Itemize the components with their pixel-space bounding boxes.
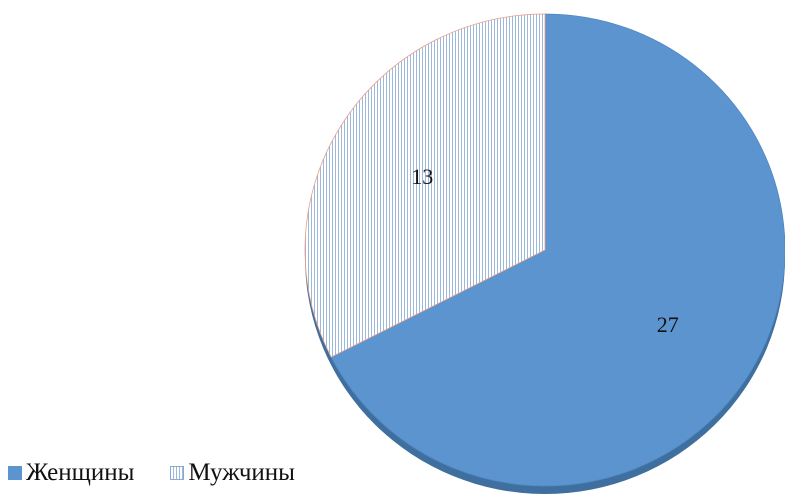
pie-slice-men (304, 13, 546, 358)
legend-swatch-men (170, 466, 185, 480)
legend-label-men: Мужчины (188, 459, 295, 486)
pie-data-label-women: 27 (657, 312, 679, 337)
pie-data-labels: 27 13 (411, 164, 679, 337)
legend-swatch-women (8, 466, 22, 480)
legend-item-men: Мужчины (170, 459, 295, 487)
legend-item-women: Женщины (8, 459, 134, 487)
chart-legend: Женщины Мужчины (8, 458, 331, 488)
pie-slice-women (330, 13, 785, 487)
pie-slices (304, 13, 785, 487)
pie-data-label-men: 13 (411, 164, 433, 189)
legend-label-women: Женщины (26, 459, 135, 486)
